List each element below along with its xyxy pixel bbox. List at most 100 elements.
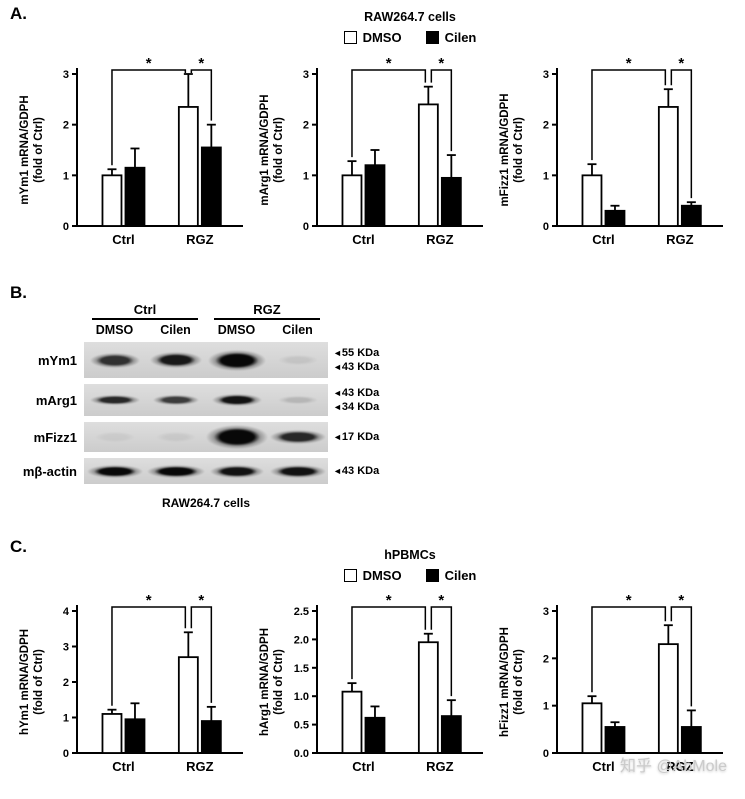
significance-star: *	[198, 56, 204, 72]
blot-row-mym1: mYm1 ◄55 KDa ◄43 KDa	[12, 342, 412, 378]
blot-band	[86, 464, 143, 478]
y-tick-label: 3	[543, 606, 549, 618]
arrow-left-icon: ◄	[333, 347, 342, 358]
legend-label: DMSO	[362, 568, 402, 583]
y-tick-label: 1.0	[294, 691, 309, 703]
y-tick-label: 3	[63, 642, 69, 654]
watermark: 知乎 @AbMole	[620, 758, 727, 775]
blot-row-mfizz1: mFizz1 ◄17 KDa	[12, 422, 412, 452]
blot-strip	[84, 342, 328, 378]
y-axis-label: mFizz1 mRNA/GDPH	[499, 93, 511, 206]
y-tick-label: 3	[63, 69, 69, 81]
panel-c-legend: DMSO Cilen	[280, 568, 540, 583]
blot-band	[149, 352, 202, 368]
bar-rgz-dmso	[417, 103, 439, 227]
kda-marker: ◄43 KDa	[333, 464, 379, 478]
bar-ctrl-cilen	[604, 726, 626, 754]
y-axis-label: hYm1 mRNA/GDPH	[19, 629, 31, 735]
significance-star: *	[678, 593, 684, 609]
significance-bracket	[111, 69, 187, 166]
chart-harg1-container: 0.0 0.5 1.0 1.5 2.0 2.5 hArg1 mRNA/GDPH (fold o…	[255, 592, 490, 798]
y-axis-label-2: (fold of Ctrl)	[273, 117, 285, 183]
blot-band	[155, 432, 196, 442]
legend-label: Cilen	[444, 568, 477, 583]
legend-item-dmso: DMSO	[343, 30, 402, 45]
y-tick-label: 2	[63, 677, 69, 689]
significance-bracket	[591, 606, 667, 693]
blot-row-label: mArg1	[35, 392, 77, 408]
y-tick-label: 0	[63, 748, 69, 760]
kda-marker: ◄34 KDa	[333, 400, 379, 414]
y-axis-label: mArg1 mRNA/GDPH	[259, 94, 271, 205]
blot-row-label: mFizz1	[33, 429, 77, 445]
y-axis-label: mYm1 mRNA/GDPH	[19, 95, 31, 204]
chart-mym1-container: 0 1 2 3 mYm1 mRNA/GDPH (fold of Ctrl) Ctrl RGZ *…	[15, 55, 250, 271]
blot-strip	[84, 422, 328, 452]
x-category-label: RGZ	[666, 759, 694, 774]
arrow-left-icon: ◄	[333, 362, 342, 372]
significance-star: *	[438, 593, 444, 609]
y-tick-label: 2	[303, 120, 309, 132]
significance-bracket	[111, 606, 187, 706]
bar-rgz-cilen	[200, 720, 222, 754]
chart-a1: 0 1 2 3 mYm1 mRNA/GDPH (fold of Ctrl) Ctrl RGZ *…	[19, 55, 243, 247]
y-tick-label: 1	[63, 713, 69, 725]
legend-label: DMSO	[362, 30, 402, 45]
x-category-label: RGZ	[666, 232, 694, 247]
blot-row-label: mYm1	[37, 352, 77, 368]
legend-swatch-cilen	[425, 569, 439, 582]
x-category-label: RGZ	[186, 759, 214, 774]
blot-strip	[84, 384, 328, 416]
chart-marg1-container: 0 1 2 3 mArg1 mRNA/GDPH (fold of Ctrl) Ctrl RGZ…	[255, 55, 490, 271]
bar-ctrl-cilen	[124, 718, 146, 754]
significance-star: *	[678, 56, 684, 72]
x-category-label: Ctrl	[112, 232, 134, 247]
blot-strip	[84, 458, 328, 484]
panel-a-label: A.	[10, 4, 27, 23]
significance-bracket	[351, 69, 427, 158]
y-tick-label: 1.5	[294, 663, 309, 675]
panel-a-legend: DMSO Cilen	[280, 30, 540, 45]
chart-a3: 0 1 2 3 mFizz1 mRNA/GDPH (fold of Ctrl) Ctrl RG…	[499, 55, 723, 247]
lane-label-4: Cilen	[282, 323, 313, 337]
significance-bracket	[670, 69, 693, 199]
significance-star: *	[438, 56, 444, 72]
blot-caption: RAW264.7 cells	[161, 496, 251, 510]
significance-bracket	[190, 69, 213, 121]
significance-bracket	[430, 69, 453, 152]
legend-item-cilen: Cilen	[425, 30, 476, 45]
arrow-left-icon: ◄	[333, 465, 342, 476]
kda-marker: ◄43 KDa	[333, 360, 379, 374]
kda-marker: ◄43 KDa	[333, 386, 379, 400]
kda-marker-text: 43 KDa	[341, 386, 380, 399]
arrow-left-icon: ◄	[333, 431, 342, 442]
y-axis-label-2: (fold of Ctrl)	[33, 117, 45, 183]
bar-rgz-dmso	[177, 656, 199, 754]
kda-marker-text: 43 KDa	[341, 361, 380, 373]
blot-band	[269, 430, 326, 444]
blot-row-label: mβ-actin	[22, 463, 77, 479]
y-tick-label: 4	[63, 606, 70, 618]
y-tick-label: 0.5	[294, 720, 309, 732]
x-category-label: Ctrl	[592, 232, 614, 247]
kda-markers: ◄17 KDa	[328, 430, 379, 444]
blot-band	[269, 464, 326, 478]
kda-markers: ◄43 KDa ◄34 KDa	[328, 386, 379, 415]
significance-star: *	[626, 56, 632, 72]
chart-hfizz1-container: 0 1 2 3 hFizz1 mRNA/GDPH (fold of Ctrl) Ctrl RG…	[495, 592, 730, 798]
kda-markers: ◄43 KDa	[328, 464, 379, 478]
y-tick-label: 1	[63, 170, 69, 182]
blot-band	[89, 395, 140, 405]
legend-swatch-dmso	[343, 569, 357, 582]
blot-band	[211, 394, 262, 406]
bar-ctrl-cilen	[124, 166, 146, 227]
y-tick-label: 3	[303, 69, 309, 81]
bar-rgz-cilen	[680, 726, 702, 754]
kda-marker-text: 17 KDa	[341, 430, 380, 443]
chart-mfizz1-container: 0 1 2 3 mFizz1 mRNA/GDPH (fold of Ctrl) Ctrl RG…	[495, 55, 730, 271]
chart-c3: 0 1 2 3 hFizz1 mRNA/GDPH (fold of Ctrl) Ctrl RG…	[499, 592, 723, 774]
blot-band	[277, 396, 318, 404]
y-tick-label: 0	[543, 221, 549, 233]
arrow-left-icon: ◄	[333, 387, 342, 398]
bar-rgz-cilen	[680, 204, 702, 227]
